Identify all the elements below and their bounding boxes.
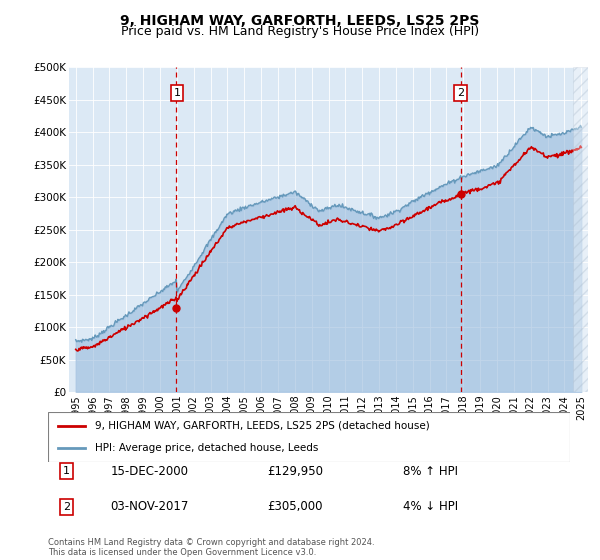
Text: 03-NOV-2017: 03-NOV-2017: [110, 500, 189, 514]
Text: 15-DEC-2000: 15-DEC-2000: [110, 465, 188, 478]
Text: 9, HIGHAM WAY, GARFORTH, LEEDS, LS25 2PS: 9, HIGHAM WAY, GARFORTH, LEEDS, LS25 2PS: [121, 14, 479, 28]
Text: 2: 2: [63, 502, 70, 512]
Text: HPI: Average price, detached house, Leeds: HPI: Average price, detached house, Leed…: [95, 443, 319, 453]
Text: 4% ↓ HPI: 4% ↓ HPI: [403, 500, 458, 514]
Text: £129,950: £129,950: [267, 465, 323, 478]
Bar: [573, 67, 588, 392]
Text: 1: 1: [63, 466, 70, 476]
Text: £305,000: £305,000: [267, 500, 323, 514]
Text: 8% ↑ HPI: 8% ↑ HPI: [403, 465, 458, 478]
Text: 9, HIGHAM WAY, GARFORTH, LEEDS, LS25 2PS (detached house): 9, HIGHAM WAY, GARFORTH, LEEDS, LS25 2PS…: [95, 421, 430, 431]
Text: 1: 1: [173, 88, 181, 98]
FancyBboxPatch shape: [48, 412, 570, 462]
Text: Contains HM Land Registry data © Crown copyright and database right 2024.
This d: Contains HM Land Registry data © Crown c…: [48, 538, 374, 557]
Text: 2: 2: [457, 88, 464, 98]
Text: Price paid vs. HM Land Registry's House Price Index (HPI): Price paid vs. HM Land Registry's House …: [121, 25, 479, 38]
